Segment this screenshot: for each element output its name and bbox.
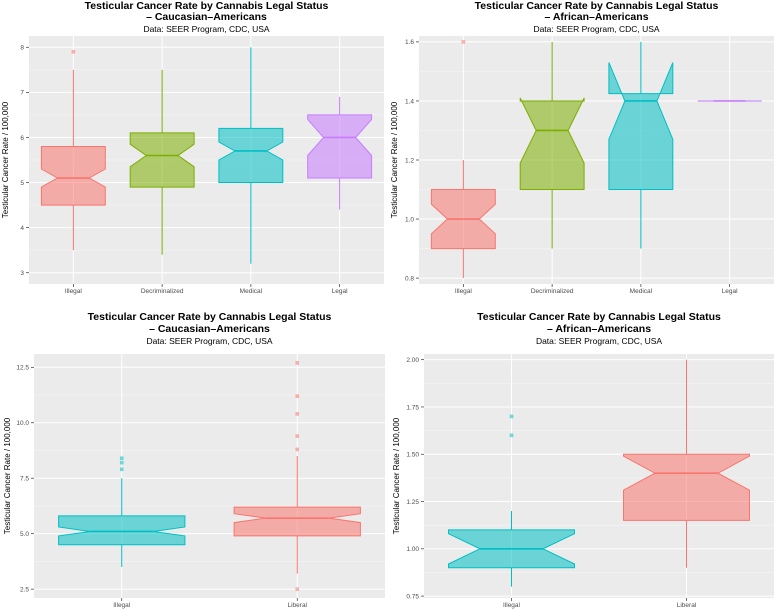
chart-panel-bottom-right: Testicular Cancer Rate by Cannabis Legal… <box>389 306 777 609</box>
chart-title-line2: – African–Americans <box>547 323 651 335</box>
y-tick-label: 0.75 <box>406 593 419 600</box>
y-tick-label: 1.25 <box>406 499 419 506</box>
y-axis-label: Testicular Cancer Rate / 100,000 <box>1 101 10 218</box>
y-tick-label: 8 <box>20 45 24 52</box>
y-tick-label: 1.0 <box>405 216 414 223</box>
boxplot-african-2-status: Testicular Cancer Rate by Cannabis Legal… <box>392 311 774 609</box>
x-tick-label: Liberal <box>677 602 697 609</box>
outlier-point <box>509 414 514 419</box>
y-tick-label: 7 <box>20 90 24 97</box>
outlier-point <box>119 467 124 472</box>
y-tick-label: 10.0 <box>16 420 29 427</box>
y-tick-label: 1.50 <box>406 452 419 459</box>
chart-panel-top-right: Testicular Cancer Rate by Cannabis Legal… <box>389 0 777 304</box>
outlier-point <box>295 434 300 438</box>
y-tick-label: 2.00 <box>406 357 419 364</box>
boxplot-caucasian-4-status: Testicular Cancer Rate by Cannabis Legal… <box>1 0 384 295</box>
x-tick-label: Decriminalized <box>531 288 574 295</box>
x-tick-label: Illegal <box>65 288 83 295</box>
box-decriminalized <box>519 97 585 190</box>
x-tick-label: Illegal <box>503 602 521 609</box>
y-tick-label: 1.2 <box>405 157 414 164</box>
y-tick-label: 0.8 <box>405 275 414 282</box>
box-liberal <box>623 453 750 521</box>
boxplot-african-4-status: Testicular Cancer Rate by Cannabis Legal… <box>390 0 774 295</box>
y-tick-label: 1.4 <box>405 98 414 105</box>
y-tick-label: 6 <box>20 135 24 142</box>
outlier-point <box>295 447 300 452</box>
box-liberal <box>233 506 361 537</box>
y-tick-label: 1.00 <box>406 546 419 553</box>
x-tick-label: Liberal <box>287 602 307 609</box>
outlier-point <box>119 456 124 461</box>
chart-subtitle: Data: SEER Program, CDC, USA <box>146 336 272 346</box>
box-illegal <box>40 146 106 206</box>
y-tick-label: 5.0 <box>20 531 29 538</box>
box-medical <box>608 62 674 190</box>
x-tick-label: Medical <box>240 288 263 295</box>
chart-title-line2: – Caucasian–Americans <box>146 11 267 23</box>
chart-subtitle: Data: SEER Program, CDC, USA <box>143 24 269 34</box>
y-tick-label: 1.6 <box>405 39 414 46</box>
outlier-point <box>461 40 466 44</box>
x-tick-label: Medical <box>630 288 653 295</box>
y-axis-label: Testicular Cancer Rate / 100,000 <box>392 417 401 534</box>
y-tick-label: 5 <box>20 180 24 187</box>
y-tick-label: 7.5 <box>20 476 29 483</box>
y-tick-label: 4 <box>20 225 24 232</box>
chart-subtitle: Data: SEER Program, CDC, USA <box>533 24 659 34</box>
outlier-point <box>295 361 300 365</box>
x-tick-label: Legal <box>332 288 348 295</box>
y-tick-label: 1.75 <box>406 404 419 411</box>
chart-panel-top-left: Testicular Cancer Rate by Cannabis Legal… <box>0 0 388 304</box>
box-decriminalized <box>129 132 195 188</box>
outlier-point <box>295 412 300 416</box>
chart-title-line1: Testicular Cancer Rate by Cannabis Legal… <box>88 311 332 323</box>
x-tick-label: Decriminalized <box>141 288 184 295</box>
x-tick-label: Legal <box>722 288 738 295</box>
chart-title-line1: Testicular Cancer Rate by Cannabis Legal… <box>85 0 329 12</box>
outlier-point <box>71 49 76 54</box>
x-tick-label: Illegal <box>455 288 473 295</box>
boxplot-caucasian-2-status: Testicular Cancer Rate by Cannabis Legal… <box>3 311 385 609</box>
y-tick-label: 3 <box>20 270 24 277</box>
outlier-point <box>295 587 300 591</box>
chart-title-line1: Testicular Cancer Rate by Cannabis Legal… <box>477 311 721 323</box>
y-axis-label: Testicular Cancer Rate / 100,000 <box>3 417 12 534</box>
chart-panel-bottom-left: Testicular Cancer Rate by Cannabis Legal… <box>0 306 388 609</box>
y-axis-label: Testicular Cancer Rate / 100,000 <box>390 101 399 218</box>
box-illegal <box>58 515 186 546</box>
y-tick-label: 12.5 <box>16 365 29 372</box>
chart-title-line2: – Caucasian–Americans <box>149 323 270 335</box>
chart-subtitle: Data: SEER Program, CDC, USA <box>536 336 662 346</box>
chart-title-line1: Testicular Cancer Rate by Cannabis Legal… <box>475 0 719 12</box>
box-legal <box>307 114 373 179</box>
plot-background <box>34 354 385 598</box>
y-tick-label: 2.5 <box>20 586 29 593</box>
box-medical <box>218 127 284 183</box>
chart-title-line2: – African–Americans <box>544 11 648 23</box>
outlier-point <box>119 460 124 465</box>
outlier-point <box>509 433 514 438</box>
x-tick-label: Illegal <box>113 602 131 609</box>
outlier-point <box>295 394 300 398</box>
